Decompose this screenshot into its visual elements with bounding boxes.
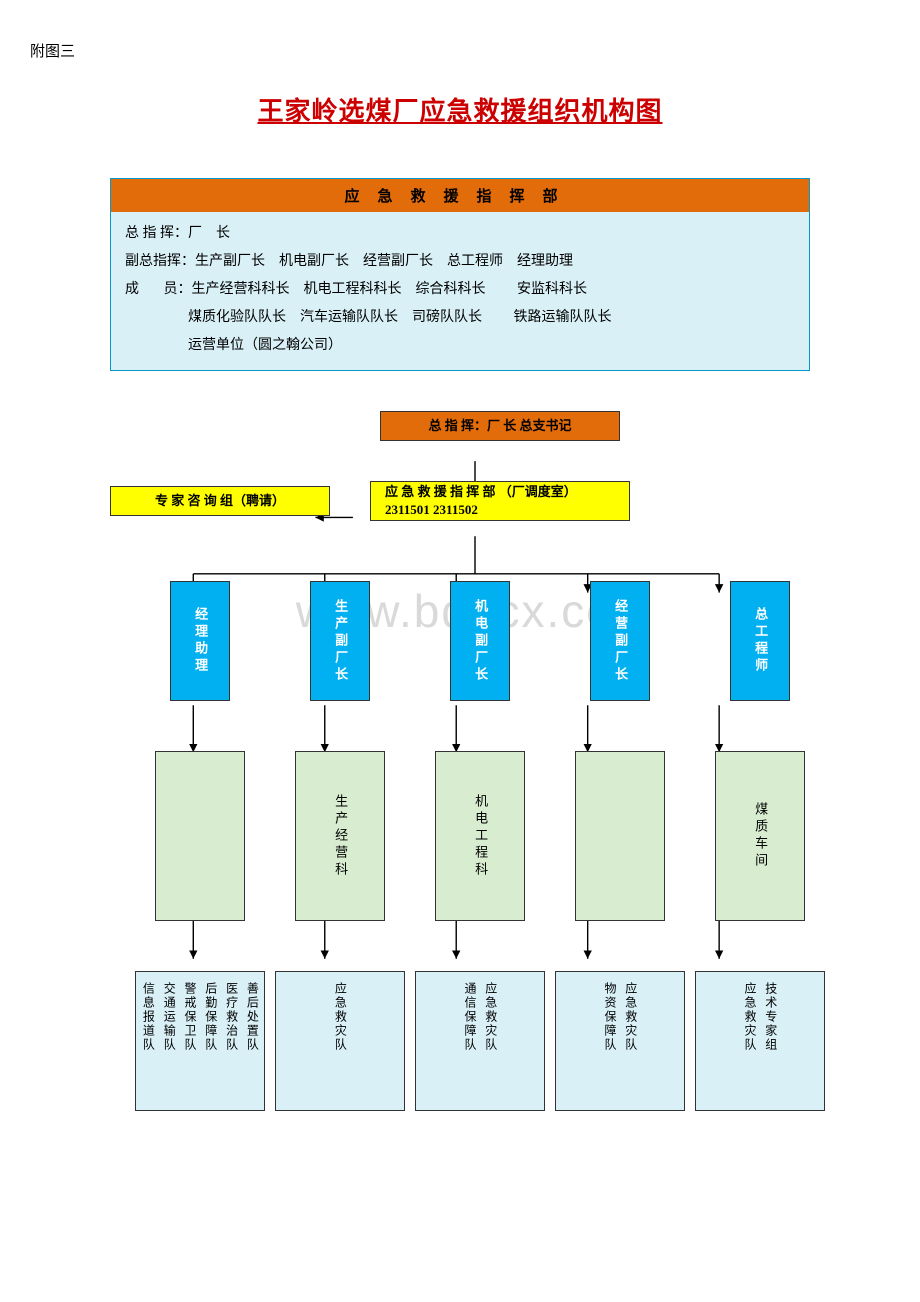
team-node-3: 物资保障队应急救灾队: [555, 971, 685, 1111]
hq-row: 总 指 挥：厂 长: [125, 220, 795, 248]
hq-row: 煤质化验队队长 汽车运输队队长 司磅队队长 铁路运输队队长: [125, 304, 795, 332]
org-chart: www.bdocx.com 总 指 挥：厂 长 总支书记应 急 救 援 指 挥 …: [90, 411, 860, 1131]
appendix-label: 附图三: [30, 40, 890, 61]
hq-banner: 应急救援指挥部: [111, 179, 809, 212]
commander-node: 总 指 挥：厂 长 总支书记: [380, 411, 620, 441]
team-node-1: 应急救灾队: [275, 971, 405, 1111]
hq-row: 成 员：生产经营科科长 机电工程科科长 综合科科长 安监科科长: [125, 276, 795, 304]
team-node-4: 应急救灾队技术专家组: [695, 971, 825, 1111]
team-node-0: 信息报道队交通运输队警戒保卫队后勤保障队医疗救治队善后处置队: [135, 971, 265, 1111]
hq-body: 总 指 挥：厂 长副总指挥：生产副厂长 机电副厂长 经营副厂长 总工程师 经理助…: [111, 212, 809, 370]
dept-node-1: 生产经营科: [295, 751, 385, 921]
page-title: 王家岭选煤厂应急救援组织机构图: [30, 91, 890, 128]
mgr-node-0: 经理助理: [170, 581, 230, 701]
hq-panel: 应急救援指挥部 总 指 挥：厂 长副总指挥：生产副厂长 机电副厂长 经营副厂长 …: [110, 178, 810, 371]
expert-node: 专 家 咨 询 组（聘请）: [110, 486, 330, 516]
hq-row: 副总指挥：生产副厂长 机电副厂长 经营副厂长 总工程师 经理助理: [125, 248, 795, 276]
dispatch-node: 应 急 救 援 指 挥 部 （厂调度室）2311501 2311502: [370, 481, 630, 521]
dept-node-3: [575, 751, 665, 921]
dept-node-4: 煤质车间: [715, 751, 805, 921]
hq-row: 运营单位（圆之翰公司）: [125, 332, 795, 360]
mgr-node-2: 机电副厂长: [450, 581, 510, 701]
team-node-2: 通信保障队应急救灾队: [415, 971, 545, 1111]
mgr-node-1: 生产副厂长: [310, 581, 370, 701]
mgr-node-4: 总工程师: [730, 581, 790, 701]
dept-node-2: 机电工程科: [435, 751, 525, 921]
mgr-node-3: 经营副厂长: [590, 581, 650, 701]
dept-node-0: [155, 751, 245, 921]
